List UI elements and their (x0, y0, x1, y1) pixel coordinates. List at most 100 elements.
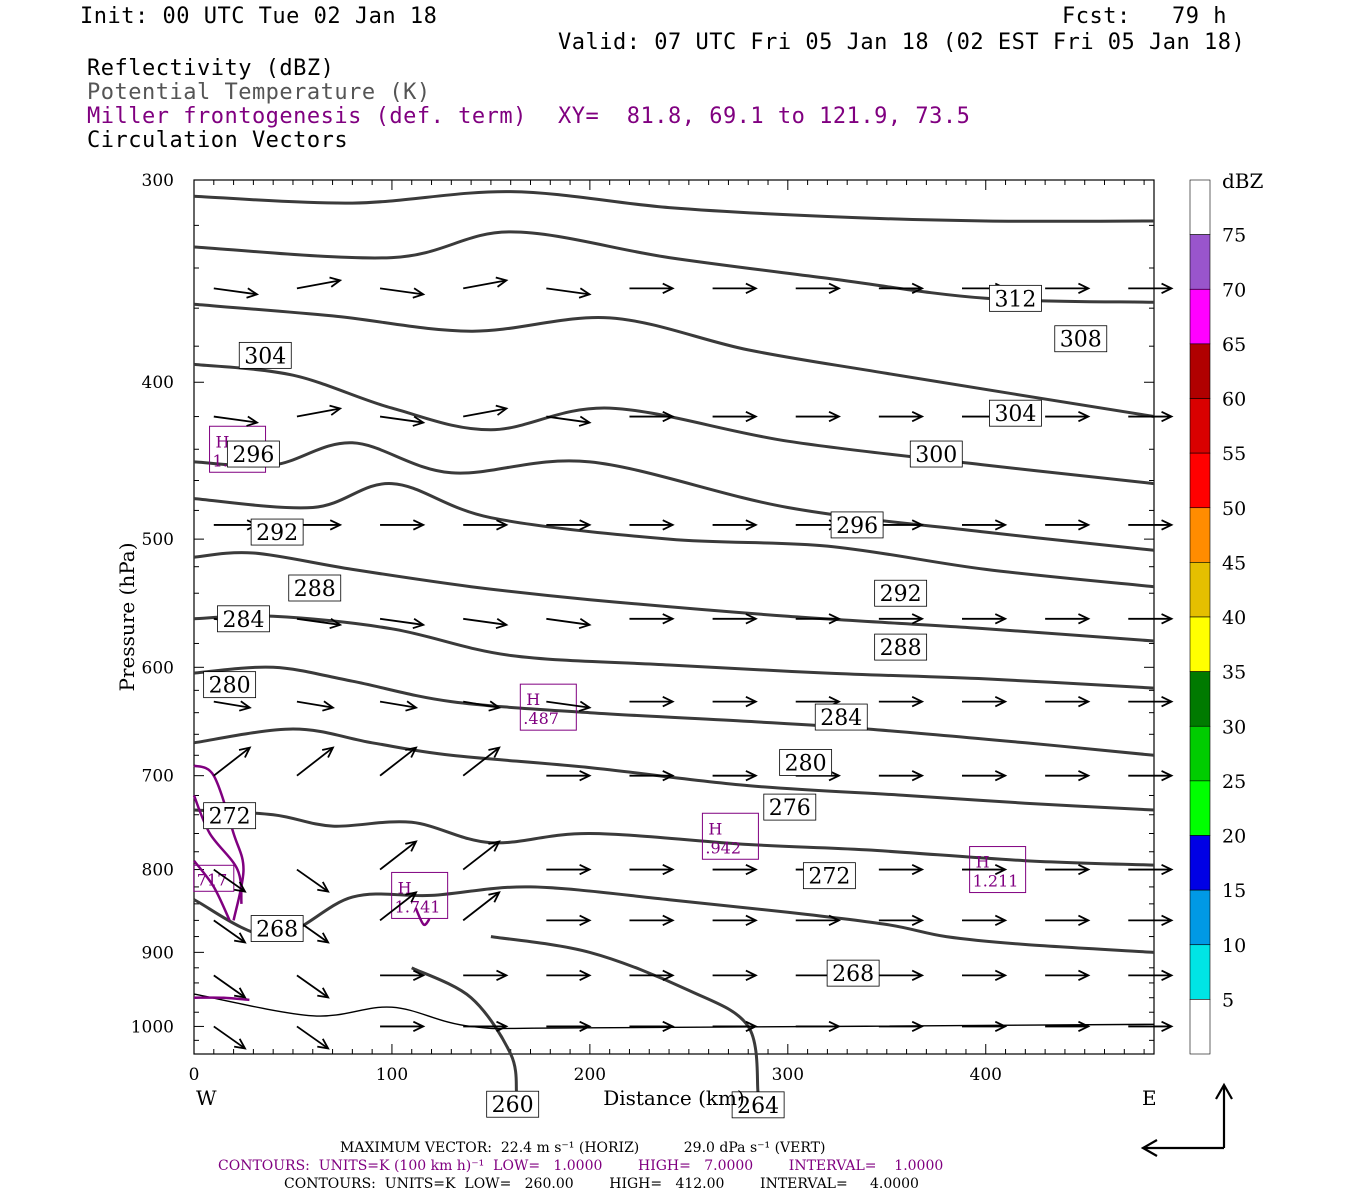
vector-head (1078, 282, 1091, 294)
vector-head (745, 282, 758, 294)
vector-head (488, 700, 502, 712)
x-axis-label: Distance (km) (603, 1086, 745, 1110)
vector-head (329, 404, 343, 416)
colorbar-segment (1189, 343, 1211, 399)
theta-label-box (731, 1091, 785, 1119)
vector-head (745, 863, 758, 876)
vector-head (412, 1020, 426, 1033)
vector-head (911, 914, 925, 926)
vector-head (317, 881, 330, 893)
vector-head (662, 770, 675, 782)
theta-label-box (802, 862, 856, 890)
frontogenesis-max-box (701, 812, 759, 860)
vector-head (1078, 410, 1091, 423)
vector-head (238, 700, 252, 712)
vector-head (745, 969, 758, 982)
vector-head (1078, 770, 1091, 782)
theta-label: 296 (836, 514, 878, 539)
frontogenesis-max-value: .487 (523, 709, 559, 728)
vector-head (828, 613, 842, 625)
vector-head (488, 746, 501, 758)
y-tick-label: 1000 (131, 1017, 174, 1037)
theta-label: 308 (1060, 328, 1102, 353)
vector-head (238, 746, 252, 758)
vector-head (233, 987, 247, 999)
colorbar-segment (1189, 616, 1211, 672)
vector-head (405, 891, 418, 903)
frontogenesis-max-value: 717 (197, 870, 228, 889)
vector-head (321, 746, 335, 758)
vector-shaft (463, 407, 507, 418)
vector-shaft (213, 746, 251, 777)
frontogenesis-contour (193, 996, 250, 1002)
axis-ticks: 0 100 200 300 400 300 400 500 600 700 800 900 1000 (131, 171, 1154, 1085)
theta-contour-note: CONTOURS: UNITS=K LOW= 260.00 HIGH= 412.… (284, 1176, 919, 1192)
vector-head (994, 613, 1008, 625)
field-theta: Potential Temperature (K) (87, 80, 431, 105)
vector-head (745, 696, 758, 708)
vector-shaft (213, 974, 246, 999)
frontogenesis-max-box (519, 683, 577, 731)
frontogenesis-max-label: H (976, 853, 990, 872)
valid-time: Valid: 07 UTC Fri 05 Jan 18 (02 EST Fri … (558, 30, 1246, 55)
theta-label-box (203, 671, 257, 699)
vector-head (662, 519, 675, 531)
vector-head (317, 1038, 330, 1050)
theta-label-box (238, 341, 292, 369)
colorbar-segment (1189, 671, 1211, 727)
vector-head (579, 770, 592, 782)
vector-head (1161, 1020, 1174, 1033)
terrain-line (193, 993, 1155, 1030)
vector-shaft (379, 617, 424, 626)
colorbar-label: 55 (1222, 443, 1246, 465)
reference-vector-icon (1140, 1082, 1233, 1157)
frontogenesis-max-value: .942 (705, 838, 741, 857)
plot-frame (193, 179, 1155, 1055)
vector-shaft (379, 891, 417, 922)
colorbar: dBZ 5 10 15 20 25 30 35 40 45 50 55 60 65 70 75 (1189, 169, 1264, 1055)
theta-label: 292 (256, 521, 298, 546)
vector-head (412, 617, 426, 630)
colorbar-label: 40 (1222, 607, 1246, 629)
vector-shaft (213, 415, 258, 424)
vector-shaft (462, 746, 500, 777)
theta-label: 260 (492, 1093, 534, 1118)
vector-shaft (462, 891, 500, 922)
colorbar-label: 75 (1222, 225, 1246, 247)
theta-label: 304 (994, 402, 1036, 427)
theta-contour-284 (193, 614, 1155, 690)
vector-head (1161, 863, 1174, 876)
init-time: Init: 00 UTC Tue 02 Jan 18 (80, 4, 438, 29)
y-tick-label: 500 (142, 530, 174, 550)
vector-head (994, 863, 1008, 876)
vector-head (828, 914, 842, 926)
east-label: E (1142, 1086, 1157, 1110)
theta-contour-288 (193, 551, 1155, 643)
vector-head (579, 969, 592, 982)
colorbar-label: 60 (1222, 389, 1246, 411)
vector-head (911, 282, 925, 294)
vector-shaft (462, 840, 500, 871)
vector-head (1161, 613, 1174, 625)
colorbar-segment (1189, 452, 1211, 509)
vector-head (745, 770, 758, 782)
colorbar-label: 5 (1222, 989, 1234, 1011)
theta-contour-292 (193, 482, 1155, 589)
vector-head (1078, 1020, 1091, 1033)
vector-head (579, 519, 592, 531)
theta-label-box (250, 915, 304, 942)
theta-label-box (217, 605, 270, 633)
theta-contour-304 (193, 302, 1155, 418)
colorbar-segment (1189, 835, 1211, 891)
colorbar-label: 50 (1222, 498, 1246, 520)
vector-head (911, 770, 925, 782)
field-vectors: Circulation Vectors (87, 128, 349, 153)
colorbar-label: 35 (1222, 662, 1246, 684)
theta-label-box (288, 574, 342, 602)
vector-head (322, 700, 335, 712)
frontogenesis-max-box (193, 864, 235, 892)
max-vector-note: MAXIMUM VECTOR: 22.4 m s⁻¹ (HORIZ) 29.0 … (340, 1140, 826, 1156)
theta-label-box (989, 284, 1042, 312)
frontogenesis-max-value: 1.211 (973, 872, 1019, 891)
vector-shaft (296, 617, 341, 626)
